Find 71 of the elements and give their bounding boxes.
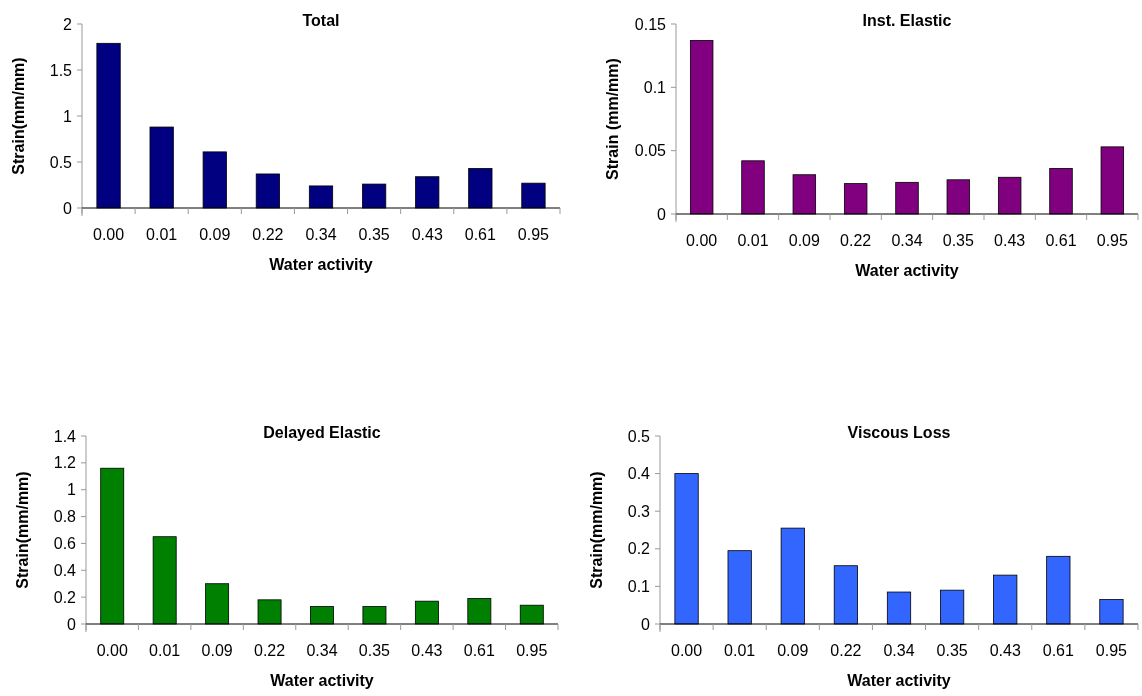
- x-tick-label: 0.95: [1095, 642, 1128, 659]
- x-tick-label: 0.43: [411, 642, 443, 659]
- x-tick-label: 0.09: [199, 226, 231, 243]
- x-tick-label: 0.01: [149, 642, 181, 659]
- y-tick-label: 0.6: [53, 535, 77, 553]
- chart-title: Inst. Elastic: [862, 12, 952, 29]
- x-tick-label: 0.95: [516, 642, 548, 659]
- y-tick-label: 0.1: [627, 578, 651, 595]
- x-tick-label: 0.01: [724, 642, 756, 659]
- y-tick-label: 0: [67, 615, 77, 633]
- x-tick-label: 0.43: [989, 642, 1021, 659]
- x-tick-label: 0.00: [686, 232, 718, 249]
- x-tick-label: 0.34: [891, 232, 923, 249]
- x-axis-title: Water activity: [847, 672, 951, 689]
- x-tick-label: 0.00: [96, 642, 128, 659]
- x-axis-title: Water activity: [855, 262, 959, 279]
- chart-title: Viscous Loss: [847, 424, 951, 441]
- x-tick-label: 0.35: [358, 642, 391, 659]
- y-tick-label: 1: [67, 481, 77, 499]
- x-tick-label: 0.22: [252, 226, 284, 243]
- y-tick-label: 0.1: [643, 78, 667, 96]
- x-tick-label: 0.09: [201, 642, 233, 659]
- x-tick-label: 0.09: [777, 642, 809, 659]
- y-axis-title: Strain(mm/mm): [588, 471, 605, 589]
- y-tick-label: 0.4: [627, 465, 651, 483]
- y-tick-label: 1.5: [49, 61, 73, 79]
- x-tick-label: 0.34: [306, 642, 338, 659]
- x-tick-label: 0.35: [358, 226, 390, 243]
- y-tick-label: 0.15: [634, 15, 667, 33]
- x-tick-label: 0.09: [788, 232, 821, 249]
- x-tick-label: 0.01: [146, 226, 178, 243]
- y-tick-label: 1: [63, 107, 73, 125]
- y-axis-title: Strain (mm/mm): [604, 58, 621, 180]
- y-tick-label: 0.2: [627, 540, 651, 558]
- y-tick-label: 1.4: [53, 427, 77, 445]
- x-axis-title: Water activity: [270, 672, 374, 689]
- y-tick-label: 0.4: [53, 561, 77, 579]
- x-tick-label: 0.01: [737, 232, 769, 249]
- x-tick-label: 0.95: [1096, 232, 1129, 249]
- y-tick-label: 0.5: [627, 427, 651, 445]
- y-tick-label: 1.2: [53, 454, 77, 472]
- y-tick-label: 2: [63, 15, 73, 33]
- y-tick-label: 0: [63, 199, 73, 217]
- x-tick-label: 0.61: [1042, 642, 1075, 659]
- x-tick-label: 0.61: [1045, 232, 1077, 249]
- y-tick-label: 0.8: [53, 508, 77, 526]
- x-tick-label: 0.22: [830, 642, 862, 659]
- chart-title: Delayed Elastic: [263, 424, 381, 441]
- y-tick-label: 0.3: [627, 502, 651, 520]
- x-tick-label: 0.43: [994, 232, 1026, 249]
- y-tick-label: 0.05: [634, 142, 667, 160]
- y-tick-label: 0.2: [53, 588, 77, 606]
- x-tick-label: 0.61: [464, 226, 497, 243]
- x-tick-label: 0.34: [883, 642, 915, 659]
- x-tick-label: 0.35: [936, 642, 968, 659]
- x-tick-label: 0.22: [253, 642, 286, 659]
- y-tick-label: 0.5: [49, 153, 73, 171]
- y-tick-label: 0: [641, 615, 651, 633]
- x-tick-label: 0.61: [463, 642, 496, 659]
- x-tick-label: 0.00: [92, 226, 125, 243]
- x-tick-label: 0.35: [942, 232, 975, 249]
- x-tick-label: 0.34: [305, 226, 337, 243]
- x-tick-label: 0.22: [840, 232, 872, 249]
- x-axis-title: Water activity: [269, 256, 373, 273]
- chart-title: Total: [302, 12, 340, 29]
- x-tick-label: 0.43: [411, 226, 443, 243]
- y-axis-title: Strain(mm/mm): [10, 57, 27, 175]
- x-tick-label: 0.00: [670, 642, 703, 659]
- y-axis-title: Strain(mm/mm): [14, 471, 31, 589]
- x-tick-label: 0.95: [517, 226, 550, 243]
- y-tick-label: 0: [657, 205, 667, 223]
